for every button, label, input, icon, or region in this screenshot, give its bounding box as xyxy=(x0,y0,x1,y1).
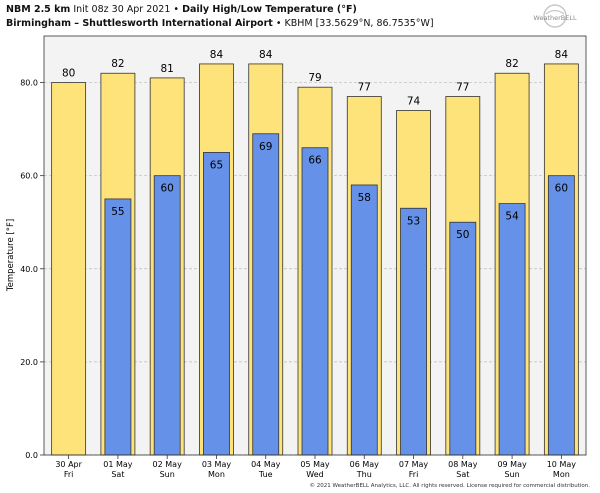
x-tick-label-weekday: Tue xyxy=(258,470,273,479)
x-tick-label-date: 05 May xyxy=(300,460,330,469)
x-tick-label-date: 04 May xyxy=(251,460,281,469)
low-bar xyxy=(252,133,280,456)
low-value-label: 55 xyxy=(111,206,124,218)
model-name: NBM 2.5 km xyxy=(6,4,71,15)
logo-text: WeatherBELL xyxy=(533,14,577,22)
x-tick-label-weekday: Wed xyxy=(306,470,323,479)
x-tick-label-date: 06 May xyxy=(350,460,380,469)
chart-header-line1: NBM 2.5 km Init 08z 30 Apr 2021 • Daily … xyxy=(6,4,357,15)
header-bullet: • xyxy=(275,18,282,29)
x-tick-label-date: 08 May xyxy=(448,460,478,469)
chart-header-line2: Birmingham – Shuttlesworth International… xyxy=(6,18,434,29)
high-value-label: 84 xyxy=(555,49,569,61)
x-tick-label-weekday: Sun xyxy=(504,470,519,479)
low-value-label: 66 xyxy=(308,155,322,167)
header-bullet: • xyxy=(173,4,180,15)
copyright-notice: © 2021 WeatherBELL Analytics, LLC. All r… xyxy=(309,483,590,489)
y-tick-label: 40.0 xyxy=(20,265,38,274)
x-tick-label-date: 30 Apr xyxy=(55,460,82,469)
station-name: Birmingham – Shuttlesworth International… xyxy=(6,18,273,29)
y-tick-label: 0.0 xyxy=(25,451,38,460)
x-tick-label-date: 10 May xyxy=(547,460,577,469)
station-id: KBHM [33.5629°N, 86.7535°W] xyxy=(284,18,434,29)
x-tick-label-weekday: Sat xyxy=(456,470,469,479)
low-bar xyxy=(104,198,132,456)
low-bar xyxy=(498,203,526,456)
x-tick-label-date: 01 May xyxy=(103,460,133,469)
low-bar xyxy=(301,147,329,456)
high-value-label: 82 xyxy=(505,58,518,70)
value-labels: 80 82 55 81 60 84 65 84 69 79 66 77 58 74 53 77 50 82 54 84… xyxy=(62,49,568,241)
low-bar xyxy=(153,175,181,456)
high-value-label: 80 xyxy=(62,68,75,80)
x-tick-label-weekday: Mon xyxy=(208,470,225,479)
low-bar xyxy=(350,184,378,456)
low-value-label: 54 xyxy=(505,211,519,223)
x-tick-label-weekday: Sat xyxy=(111,470,124,479)
high-value-label: 84 xyxy=(210,49,224,61)
x-tick-label-date: 07 May xyxy=(399,460,429,469)
low-bar xyxy=(547,175,575,456)
x-tick-label-date: 09 May xyxy=(497,460,527,469)
low-value-label: 50 xyxy=(456,229,469,241)
y-tick-label: 20.0 xyxy=(20,358,38,367)
x-tick-label-weekday: Mon xyxy=(553,470,570,479)
x-tick-label-date: 03 May xyxy=(202,460,232,469)
low-value-label: 60 xyxy=(555,183,568,195)
high-bar xyxy=(51,82,87,456)
low-bar xyxy=(449,221,477,456)
high-value-label: 74 xyxy=(407,95,421,107)
high-value-label: 84 xyxy=(259,49,273,61)
bars xyxy=(51,63,579,456)
y-tick-label: 60.0 xyxy=(20,172,38,181)
high-value-label: 81 xyxy=(160,63,173,75)
x-tick-label-date: 02 May xyxy=(153,460,183,469)
low-value-label: 53 xyxy=(407,215,420,227)
plot-frame xyxy=(43,35,587,456)
x-tick-label-weekday: Fri xyxy=(64,470,74,479)
x-tick-label-weekday: Thu xyxy=(356,470,372,479)
low-value-label: 65 xyxy=(210,159,223,171)
high-value-label: 82 xyxy=(111,58,124,70)
y-axis-label: Temperature [°F] xyxy=(6,219,16,292)
low-bar xyxy=(400,207,427,456)
chart-title: Daily High/Low Temperature (°F) xyxy=(182,4,357,15)
high-value-label: 79 xyxy=(308,72,321,84)
x-tick-label-weekday: Fri xyxy=(409,470,419,479)
high-value-label: 77 xyxy=(456,82,469,94)
x-tick-label-weekday: Sun xyxy=(160,470,175,479)
low-value-label: 60 xyxy=(160,183,173,195)
low-value-label: 69 xyxy=(259,141,272,153)
low-bar xyxy=(203,151,230,456)
high-value-label: 77 xyxy=(358,82,371,94)
weatherbell-logo: WeatherBELL xyxy=(533,4,577,28)
y-tick-label: 80.0 xyxy=(20,79,38,88)
init-time: Init 08z 30 Apr 2021 xyxy=(73,4,171,15)
low-value-label: 58 xyxy=(358,192,371,204)
